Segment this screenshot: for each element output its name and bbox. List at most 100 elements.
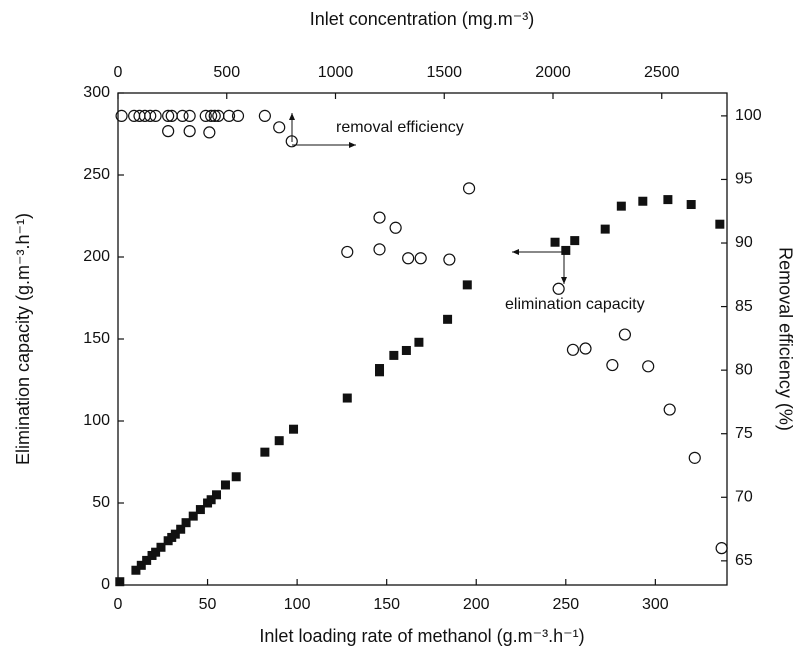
circle-point — [203, 126, 216, 139]
circle-point — [208, 109, 221, 122]
circle-point — [115, 109, 128, 122]
square-point — [136, 560, 146, 570]
circle-point — [462, 182, 476, 195]
circle-point — [663, 403, 676, 416]
square-point — [274, 436, 284, 446]
circle-point — [389, 221, 402, 234]
square-point — [414, 337, 424, 347]
y2-tick-label: 70 — [735, 488, 753, 505]
square-point — [375, 364, 385, 374]
square-point — [561, 245, 571, 255]
square-point — [462, 280, 472, 290]
circle-point — [199, 109, 212, 122]
circle-point — [205, 109, 218, 122]
square-point — [686, 200, 696, 210]
y2-axis-label: Removal efficiency (%) — [775, 247, 795, 431]
square-point — [156, 542, 166, 552]
square-point — [289, 424, 299, 434]
y-tick-label: 0 — [101, 576, 110, 593]
square-point — [181, 518, 191, 528]
y-tick-label: 300 — [83, 84, 110, 101]
square-point — [401, 345, 411, 355]
circle-point — [373, 243, 386, 256]
square-point — [170, 529, 180, 539]
y2-tick-label: 95 — [735, 171, 753, 188]
x-tick-label: 250 — [552, 596, 579, 613]
y2-tick-label: 75 — [735, 425, 753, 442]
square-point — [188, 511, 198, 521]
circle-point — [579, 342, 592, 355]
x-tick-label: 150 — [373, 596, 400, 613]
circle-point — [176, 109, 189, 122]
y2-tick-label: 80 — [735, 361, 753, 378]
circle-point — [258, 109, 271, 122]
circle-point — [149, 109, 162, 122]
x2-tick-label: 0 — [114, 64, 123, 81]
annotation: elimination capacity — [505, 296, 645, 313]
x2-tick-label: 2000 — [535, 64, 571, 81]
y2-tick-label: 65 — [735, 552, 753, 569]
square-point — [206, 495, 216, 505]
circle-point — [642, 360, 655, 373]
x-tick-label: 0 — [114, 596, 123, 613]
y2-tick-label: 100 — [735, 107, 762, 124]
y-tick-label: 250 — [83, 166, 110, 183]
square-point — [638, 196, 648, 206]
circle-point — [144, 109, 157, 122]
x2-axis-label: Inlet concentration (mg.m⁻³) — [310, 9, 535, 29]
x-tick-label: 100 — [284, 596, 311, 613]
x-tick-label: 200 — [463, 596, 490, 613]
y-axis-label: Elimination capacity (g.m⁻³.h⁻¹) — [13, 213, 33, 465]
circle-point — [688, 451, 701, 464]
circle-point — [285, 135, 298, 148]
square-point — [115, 577, 125, 587]
circle-point — [341, 245, 354, 259]
square-point — [389, 350, 399, 360]
circle-point — [183, 125, 196, 138]
square-point — [570, 236, 580, 246]
y-tick-label: 200 — [83, 248, 110, 265]
x-tick-label: 50 — [199, 596, 217, 613]
y-tick-label: 50 — [92, 494, 110, 511]
circle-point — [715, 542, 728, 555]
square-point — [212, 490, 222, 500]
square-point — [142, 555, 152, 565]
x2-tick-label: 2500 — [644, 64, 680, 81]
circle-point — [566, 343, 580, 356]
x-tick-label: 300 — [642, 596, 669, 613]
square-point — [231, 472, 241, 482]
square-point — [550, 237, 560, 247]
circle-point — [414, 252, 427, 265]
circle-point — [231, 109, 245, 122]
x2-tick-label: 500 — [213, 64, 240, 81]
x2-tick-label: 1500 — [426, 64, 462, 81]
x-axis-label: Inlet loading rate of methanol (g.m⁻³.h⁻… — [259, 626, 584, 646]
square-point — [151, 547, 161, 557]
circle-point — [183, 109, 196, 122]
circle-point — [273, 121, 286, 134]
square-point — [220, 480, 230, 490]
square-point — [443, 314, 453, 324]
square-point — [715, 219, 725, 229]
circle-point — [162, 109, 175, 122]
square-point — [260, 447, 270, 457]
circle-point — [402, 252, 415, 265]
circle-point — [552, 282, 565, 295]
square-point — [176, 524, 186, 534]
y2-tick-label: 90 — [735, 234, 753, 251]
square-point — [600, 224, 610, 234]
circle-point — [162, 125, 175, 138]
circle-point — [443, 253, 456, 266]
x2-tick-label: 1000 — [318, 64, 354, 81]
y-tick-label: 150 — [83, 330, 110, 347]
annotation: removal efficiency — [336, 119, 464, 136]
circle-point — [618, 328, 632, 341]
circle-point — [606, 358, 619, 372]
circle-point — [222, 109, 236, 122]
circle-point — [373, 211, 386, 224]
y2-tick-label: 85 — [735, 298, 753, 315]
square-point — [195, 505, 205, 515]
square-point — [663, 195, 673, 205]
y-tick-label: 100 — [83, 412, 110, 429]
